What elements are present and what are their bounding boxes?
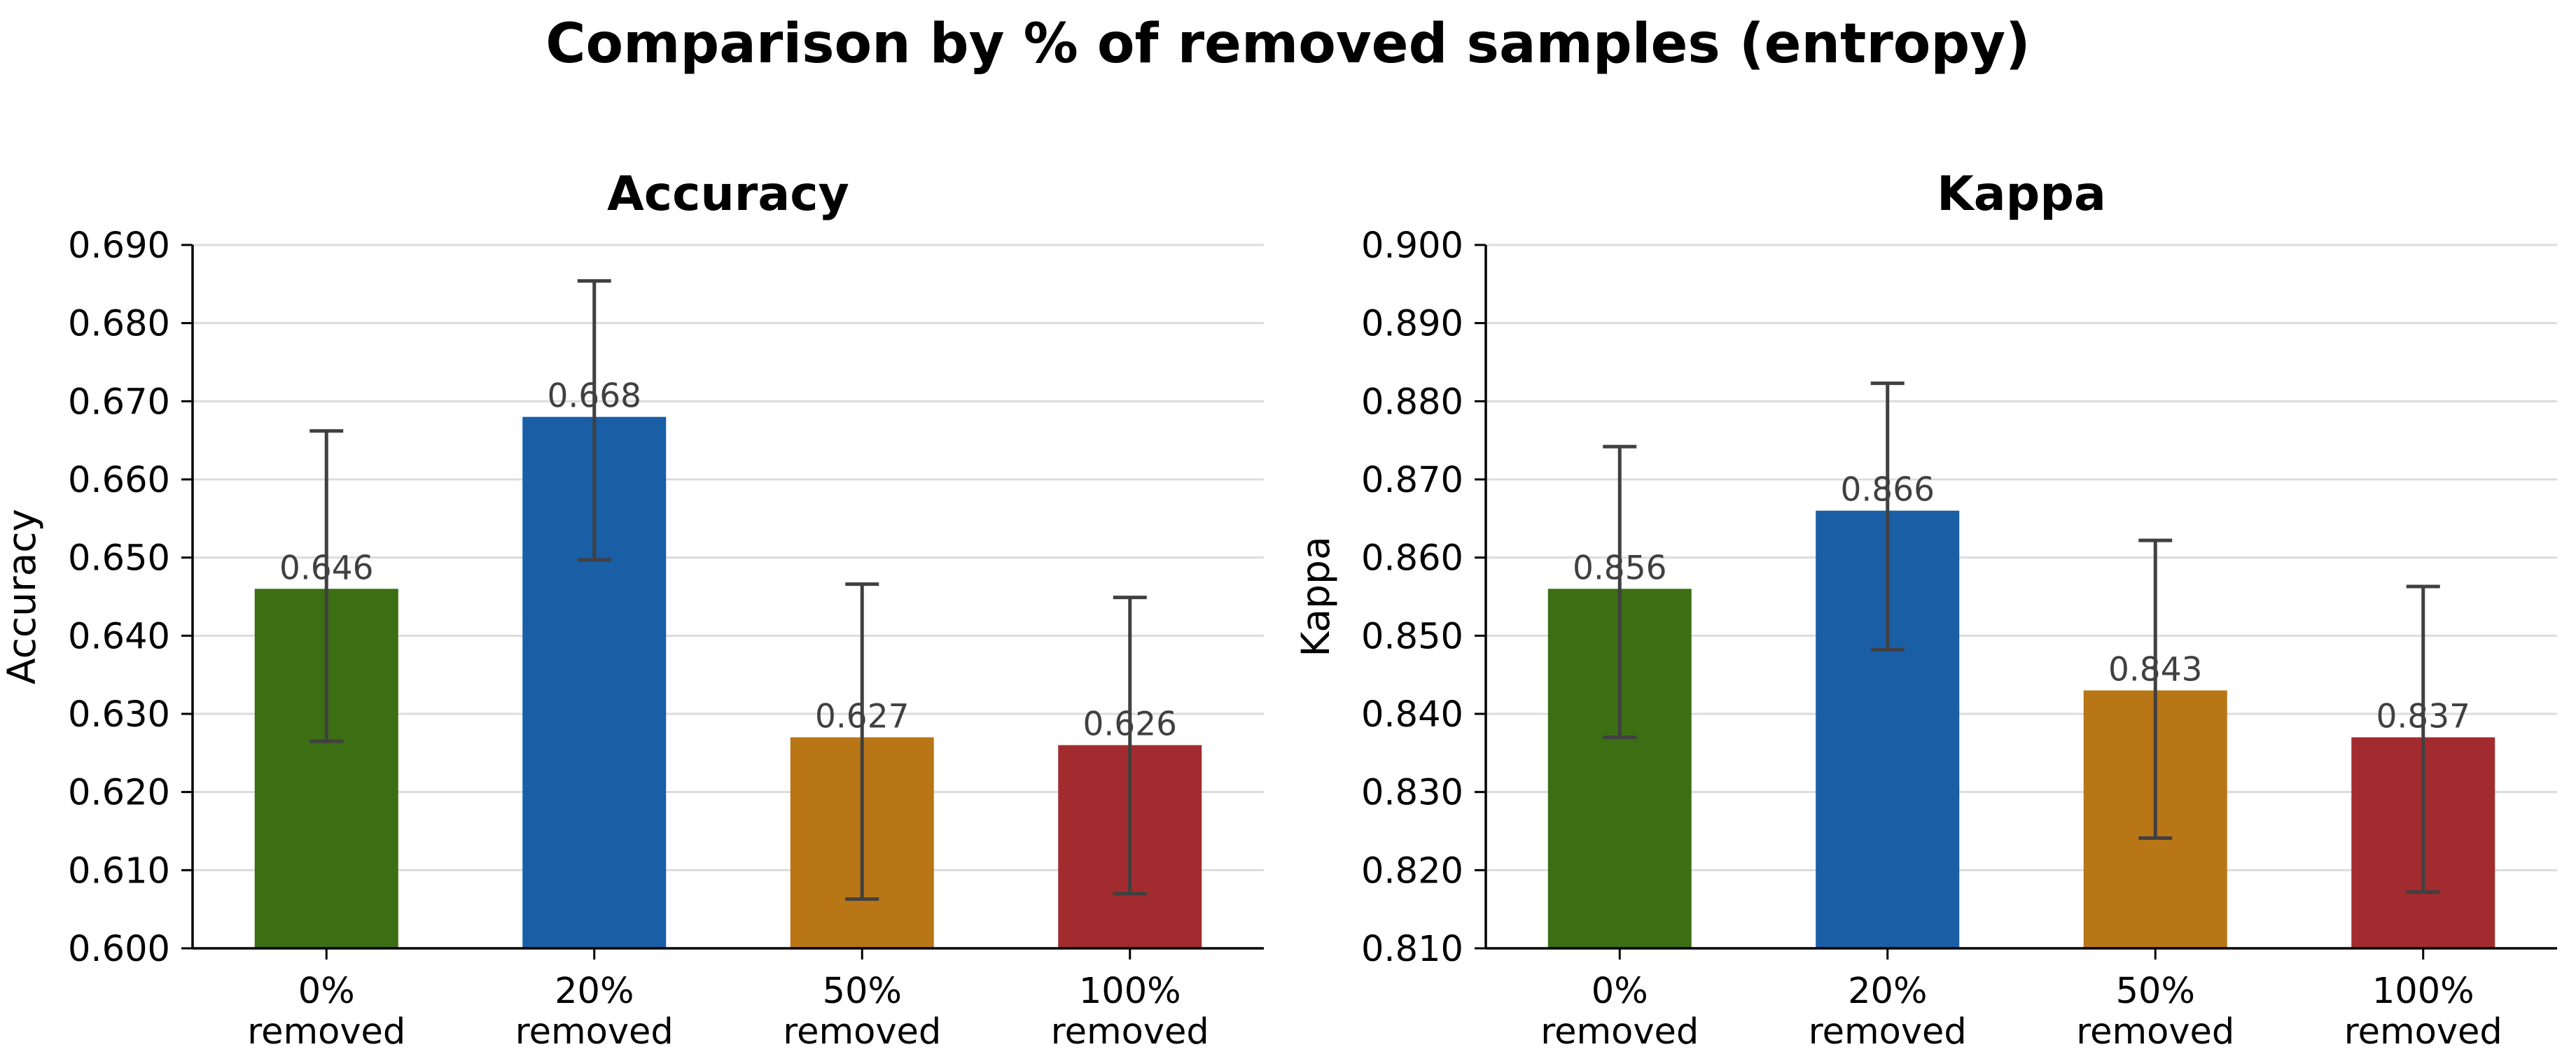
x-tick-label-line: 20%	[1848, 971, 1927, 1012]
figure-title: Comparison by % of removed samples (entr…	[545, 13, 2031, 76]
data-label: 0.843	[2108, 651, 2203, 689]
y-tick-label: 0.880	[1361, 381, 1463, 423]
x-tick-label-line: 50%	[823, 971, 902, 1012]
x-tick-label: 0% removed	[1540, 971, 1699, 1053]
y-tick-label: 0.660	[68, 460, 170, 501]
y-tick-label: 0.890	[1361, 304, 1463, 345]
x-tick-label-line: 100%	[2372, 971, 2474, 1012]
y-tick-label: 0.650	[68, 538, 170, 579]
y-tick-label: 0.600	[68, 929, 170, 970]
x-tick-label-line: removed	[1809, 1011, 1967, 1053]
x-tick-label-line: 0%	[298, 971, 355, 1012]
x-tick-label-line: removed	[2344, 1011, 2502, 1053]
x-tick-label-line: removed	[2076, 1011, 2234, 1053]
y-tick-label: 0.870	[1361, 460, 1463, 501]
x-tick-label: 20% removed	[515, 971, 674, 1053]
y-tick-label: 0.640	[68, 616, 170, 657]
x-tick-label: 100% removed	[1051, 971, 1209, 1053]
x-tick-label: 50% removed	[2076, 971, 2234, 1053]
x-tick-label-line: 50%	[2116, 971, 2195, 1012]
x-tick-label-line: removed	[515, 1011, 674, 1053]
y-axis-label: Accuracy	[0, 509, 44, 684]
panel-title: Kappa	[1937, 167, 2106, 222]
data-label: 0.668	[547, 377, 641, 416]
y-tick-label: 0.820	[1361, 850, 1463, 892]
data-label: 0.856	[1573, 549, 1667, 587]
x-tick-label: 0% removed	[247, 971, 405, 1053]
x-tick-label-line: removed	[1051, 1011, 1209, 1053]
data-label: 0.646	[279, 549, 374, 587]
x-tick-label-line: 20%	[555, 971, 634, 1012]
x-tick-label-line: removed	[247, 1011, 405, 1053]
x-tick-label: 50% removed	[783, 971, 941, 1053]
y-tick-label: 0.690	[68, 225, 170, 267]
y-tick-label: 0.860	[1361, 538, 1463, 579]
y-tick-label: 0.630	[68, 694, 170, 736]
y-tick-label: 0.670	[68, 381, 170, 423]
y-tick-label: 0.680	[68, 304, 170, 345]
x-tick-label-line: 0%	[1592, 971, 1648, 1012]
y-tick-label: 0.850	[1361, 616, 1463, 657]
y-tick-label: 0.610	[68, 850, 170, 892]
y-axis-label: Kappa	[1293, 536, 1338, 656]
y-tick-label: 0.900	[1361, 225, 1463, 267]
y-tick-label: 0.830	[1361, 773, 1463, 814]
y-tick-label: 0.620	[68, 773, 170, 814]
data-label: 0.866	[1840, 471, 1935, 510]
chart-panel-accuracy: Accuracy 0.600 0.610 0.620 0.630 0.640 0.650 0.…	[0, 167, 1264, 1053]
panel-title: Accuracy	[607, 167, 849, 222]
data-label: 0.837	[2376, 698, 2470, 736]
x-tick-label: 20% removed	[1809, 971, 1967, 1053]
chart-panel-kappa: Kappa 0.810 0.820 0.830 0.840 0.850 0.860 0.870…	[1293, 167, 2557, 1053]
x-tick-label-line: removed	[783, 1011, 941, 1053]
data-label: 0.627	[815, 698, 910, 736]
x-tick-label-line: removed	[1540, 1011, 1699, 1053]
x-tick-label-line: 100%	[1079, 971, 1181, 1012]
y-tick-label: 0.840	[1361, 694, 1463, 736]
y-tick-label: 0.810	[1361, 929, 1463, 970]
data-label: 0.626	[1082, 705, 1177, 744]
x-tick-label: 100% removed	[2344, 971, 2502, 1053]
